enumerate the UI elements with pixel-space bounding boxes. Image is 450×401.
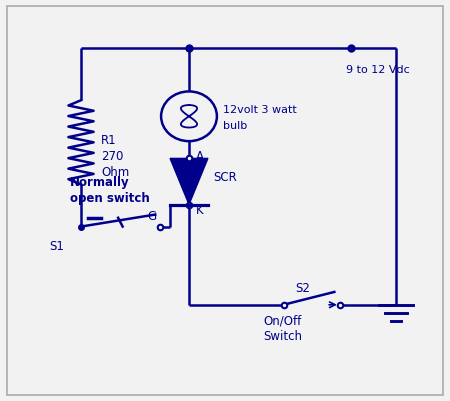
Text: K: K [196, 204, 203, 217]
Text: open switch: open switch [70, 192, 149, 205]
Text: S2: S2 [295, 282, 310, 295]
Text: 270: 270 [101, 150, 124, 163]
Text: Switch: Switch [263, 330, 302, 343]
Text: S1: S1 [50, 240, 64, 253]
Text: A: A [196, 150, 204, 163]
Polygon shape [170, 158, 208, 205]
Text: On/Off: On/Off [263, 314, 302, 327]
Text: G: G [148, 210, 157, 223]
Text: Ohm: Ohm [101, 166, 130, 179]
Text: Normally: Normally [70, 176, 130, 189]
Text: 9 to 12 Vdc: 9 to 12 Vdc [346, 65, 410, 75]
Text: bulb: bulb [223, 122, 247, 131]
Text: 12volt 3 watt: 12volt 3 watt [223, 105, 297, 115]
Text: SCR: SCR [214, 171, 238, 184]
Text: R1: R1 [101, 134, 117, 147]
FancyBboxPatch shape [7, 6, 443, 395]
